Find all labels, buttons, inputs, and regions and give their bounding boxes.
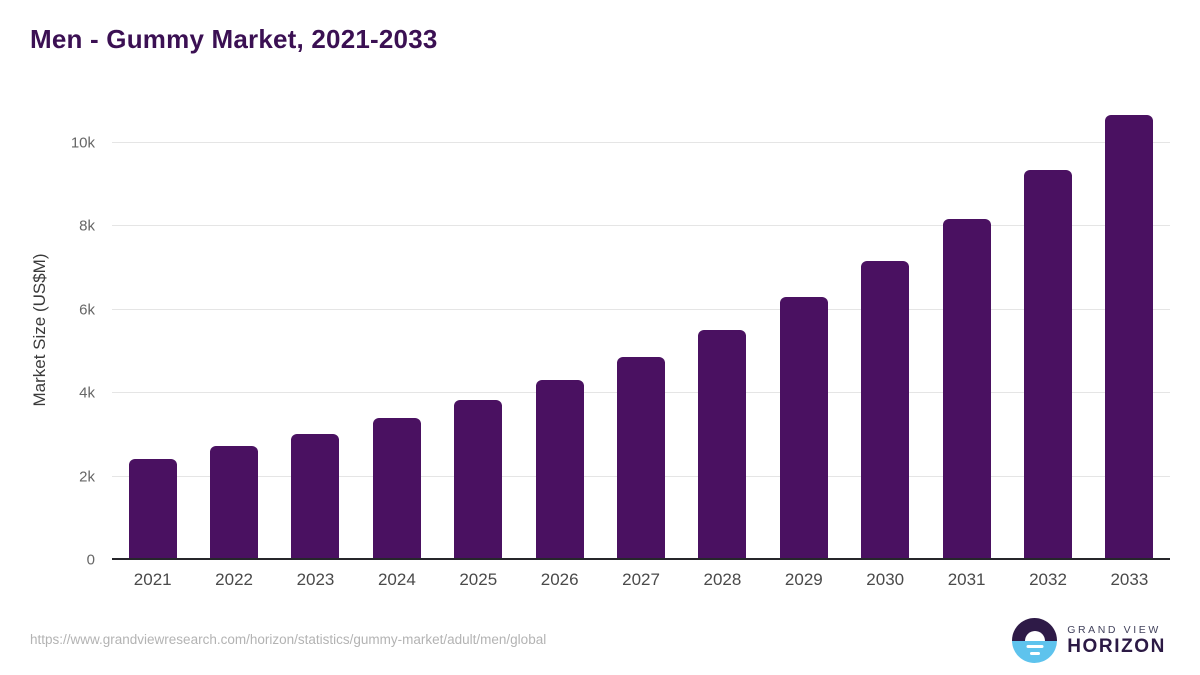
y-tick-label: 6k <box>79 301 95 318</box>
bar-2024 <box>372 417 421 560</box>
bar-2029 <box>779 296 828 560</box>
bar-2030 <box>861 260 910 560</box>
x-tick-label-2033: 2033 <box>1110 570 1149 589</box>
bar-2025 <box>454 399 503 560</box>
x-axis-labels: 2021 2022 2023 2024 2025 2026 2027 2028 2029 2030… <box>112 570 1170 590</box>
logo-wordmark: GRAND VIEW HORIZON <box>1067 624 1166 658</box>
horizon-logo-icon <box>1012 618 1058 663</box>
bar-slot <box>356 95 437 560</box>
bar-slot <box>112 95 193 560</box>
x-tick-label-2024: 2024 <box>377 570 416 589</box>
bar-2022 <box>210 446 259 560</box>
x-tick-label-2028: 2028 <box>703 570 742 589</box>
x-tick-label-2023: 2023 <box>296 570 335 589</box>
bar-2031 <box>942 218 991 560</box>
bars-row <box>112 95 1170 560</box>
bar-slot <box>682 95 763 560</box>
source-url: https://www.grandviewresearch.com/horizo… <box>30 632 547 647</box>
chart-title: Men - Gummy Market, 2021-2033 <box>30 24 438 54</box>
x-tick-label-2022: 2022 <box>215 570 253 589</box>
logo-sky-half <box>1012 618 1058 641</box>
brand-logo: GRAND VIEW HORIZON <box>1012 618 1166 663</box>
logo-reflection-bar <box>1026 644 1044 648</box>
y-tick-label: 2k <box>79 468 95 485</box>
bar-slot <box>763 95 844 560</box>
bar-2028 <box>698 329 747 560</box>
logo-brand-line2: HORIZON <box>1067 635 1166 657</box>
bar-slot <box>1007 95 1088 560</box>
logo-sun-shape <box>1024 630 1045 641</box>
bar-slot <box>438 95 519 560</box>
y-tick-label: 10k <box>70 134 95 151</box>
x-tick-label-2032: 2032 <box>1029 570 1067 589</box>
bar-slot <box>193 95 274 560</box>
x-axis-line <box>112 558 1170 560</box>
bar-slot <box>519 95 600 560</box>
y-tick-label: 0 <box>86 551 95 569</box>
bar-slot <box>1089 95 1170 560</box>
x-tick-label-2026: 2026 <box>540 570 579 589</box>
y-tick-label: 4k <box>79 384 95 402</box>
y-axis-title: Market Size (US$M) <box>30 253 49 407</box>
bar-2026 <box>535 380 584 560</box>
plot-area <box>112 95 1170 560</box>
bar-slot <box>275 95 356 560</box>
gridline <box>112 308 1170 310</box>
y-axis-ticks: 0 2k 4k 6k 8k 10k <box>55 95 103 569</box>
x-tick-label-2031: 2031 <box>947 570 986 589</box>
x-tick-label-2027: 2027 <box>622 570 660 589</box>
x-tick-label-2021: 2021 <box>133 570 172 589</box>
bar-2023 <box>291 433 340 560</box>
bar-slot <box>845 95 926 560</box>
y-tick-label: 8k <box>79 217 95 235</box>
x-tick-label-2025: 2025 <box>459 570 498 589</box>
bar-slot <box>600 95 681 560</box>
bar-2033 <box>1105 114 1154 560</box>
x-tick-label-2030: 2030 <box>866 570 905 589</box>
bar-2021 <box>128 459 177 560</box>
bar-slot <box>926 95 1007 560</box>
logo-reflection-bar <box>1029 651 1040 655</box>
logo-brand-line1: GRAND VIEW <box>1067 623 1161 636</box>
gridline <box>112 225 1170 226</box>
bar-2032 <box>1023 170 1072 560</box>
x-tick-label-2029: 2029 <box>784 570 823 589</box>
bar-2027 <box>617 356 666 560</box>
gridline <box>112 141 1170 143</box>
